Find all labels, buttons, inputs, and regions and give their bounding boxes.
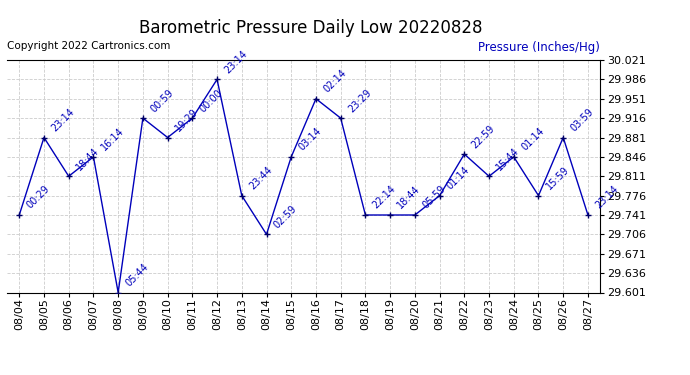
Text: 05:59: 05:59 [420, 184, 447, 211]
Text: 03:59: 03:59 [569, 106, 595, 134]
Text: 19:29: 19:29 [173, 106, 200, 134]
Text: 23:14: 23:14 [223, 48, 249, 75]
Text: 22:14: 22:14 [371, 184, 398, 211]
Text: 15:59: 15:59 [544, 165, 571, 192]
Text: 23:44: 23:44 [247, 165, 274, 192]
Text: 15:44: 15:44 [495, 145, 522, 172]
Text: Barometric Pressure Daily Low 20220828: Barometric Pressure Daily Low 20220828 [139, 19, 482, 37]
Text: 00:00: 00:00 [198, 87, 224, 114]
Text: 23:14: 23:14 [593, 184, 620, 211]
Text: 05:44: 05:44 [124, 261, 150, 288]
Text: 00:29: 00:29 [25, 184, 52, 211]
Text: 03:14: 03:14 [297, 126, 324, 153]
Text: 02:59: 02:59 [272, 203, 299, 230]
Text: 01:14: 01:14 [445, 165, 472, 192]
Text: 02:14: 02:14 [322, 68, 348, 94]
Text: 23:29: 23:29 [346, 87, 373, 114]
Text: Copyright 2022 Cartronics.com: Copyright 2022 Cartronics.com [7, 41, 170, 51]
Text: 00:59: 00:59 [148, 87, 175, 114]
Text: 18:44: 18:44 [395, 184, 422, 211]
Text: 01:14: 01:14 [520, 126, 546, 153]
Text: 23:14: 23:14 [50, 106, 77, 134]
Text: 22:59: 22:59 [470, 123, 497, 150]
Text: 16:14: 16:14 [99, 126, 126, 153]
Text: Pressure (Inches/Hg): Pressure (Inches/Hg) [478, 41, 600, 54]
Text: 18:44: 18:44 [75, 146, 101, 172]
